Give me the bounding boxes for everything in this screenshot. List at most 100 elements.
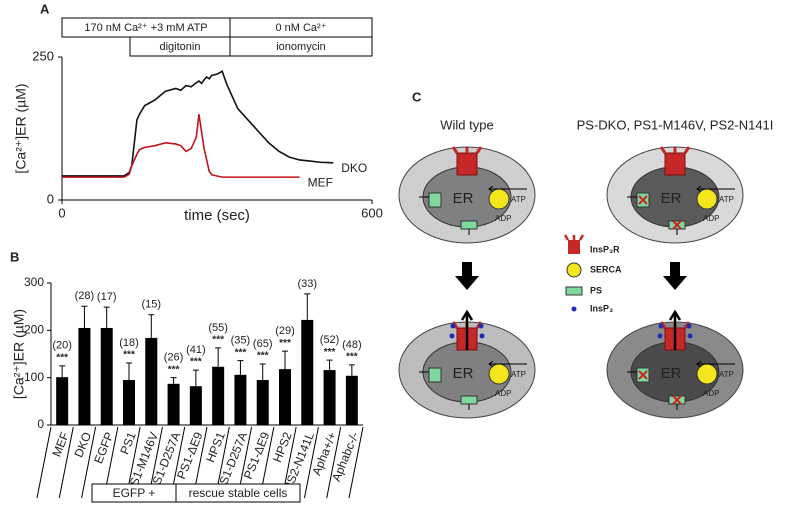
legend-ps xyxy=(565,286,583,296)
n-label: (55) xyxy=(208,322,228,334)
legend-serca xyxy=(566,262,582,278)
mutation-mark xyxy=(638,370,648,380)
y-tick-label: 0 xyxy=(47,191,54,206)
column-title: Wild type xyxy=(440,117,493,132)
n-label: (65) xyxy=(253,338,273,350)
series-label: DKO xyxy=(341,161,367,175)
leak-arrow xyxy=(627,371,678,410)
legend-label: InsP₃R xyxy=(590,244,620,254)
label-box-edge xyxy=(348,426,364,499)
legend-label: SERCA xyxy=(590,264,622,274)
leak-arrow xyxy=(419,371,470,410)
er-label: ER xyxy=(661,365,682,382)
bar xyxy=(256,380,269,425)
adp-label: ADP xyxy=(703,214,719,223)
leak-arrow xyxy=(419,196,470,235)
er-label: ER xyxy=(453,365,474,382)
series-line xyxy=(62,70,334,177)
insp3r xyxy=(664,152,686,176)
y-tick-label: 200 xyxy=(24,323,44,337)
bar xyxy=(323,370,336,425)
release-arrow xyxy=(460,309,474,350)
error-bar xyxy=(237,360,244,375)
significance-label: *** xyxy=(212,334,224,345)
insp3 xyxy=(449,333,455,339)
transition-arrow xyxy=(663,262,687,290)
atp-label: ATP xyxy=(511,195,526,204)
serca-arrow xyxy=(696,360,735,368)
insp3r xyxy=(456,152,478,176)
insp3 xyxy=(479,333,485,339)
x-tick-label: DKO xyxy=(71,430,94,459)
x-tick-label: 600 xyxy=(361,205,383,220)
insp3r-arms xyxy=(659,146,691,154)
bar xyxy=(212,366,225,425)
significance-label: *** xyxy=(257,351,269,362)
bar xyxy=(100,327,113,425)
error-bar xyxy=(192,369,199,387)
legend-insp3r xyxy=(568,240,580,254)
protocol-label: ionomycin xyxy=(276,41,326,53)
er-label: ER xyxy=(661,190,682,207)
significance-label: *** xyxy=(123,350,135,361)
group-box xyxy=(175,483,301,503)
series-line xyxy=(62,114,300,178)
label-box-edge xyxy=(81,426,97,499)
n-label: (48) xyxy=(342,339,362,351)
significance-label: *** xyxy=(279,338,291,349)
error-bar xyxy=(282,350,288,370)
ps xyxy=(428,367,442,383)
label-box-edge xyxy=(58,426,74,499)
adp-label: ADP xyxy=(495,389,511,398)
n-label: (20) xyxy=(52,340,72,352)
x-tick-label: MEF xyxy=(49,430,71,459)
n-label: (28) xyxy=(75,290,95,302)
mutation-mark xyxy=(638,195,648,205)
mutation-mark xyxy=(672,220,682,230)
significance-label: *** xyxy=(190,357,202,368)
legend-insp3r-arms xyxy=(563,234,585,241)
y-tick-label: 0 xyxy=(37,417,44,431)
group-label: rescue stable cells xyxy=(189,486,288,500)
label-box-edge xyxy=(326,426,342,499)
er-label: ER xyxy=(453,190,474,207)
leak-arrow xyxy=(627,196,678,235)
adp-label: ADP xyxy=(495,214,511,223)
error-bar xyxy=(304,293,311,320)
insp3 xyxy=(658,323,664,329)
bar xyxy=(345,375,358,425)
legend-label: InsP₃ xyxy=(590,303,613,313)
insp3r-arms xyxy=(451,146,483,154)
serca-arrow xyxy=(696,185,735,193)
release-arrow xyxy=(668,309,682,350)
x-tick-label: 0 xyxy=(58,205,65,220)
insp3 xyxy=(478,323,484,329)
label-box-edge xyxy=(36,426,52,499)
significance-label: *** xyxy=(235,347,247,358)
y-tick-label: 300 xyxy=(24,275,44,289)
n-label: (33) xyxy=(298,278,318,290)
n-label: (15) xyxy=(142,299,162,311)
bar xyxy=(279,369,291,425)
bar xyxy=(234,374,247,425)
ps xyxy=(460,395,478,405)
error-bar xyxy=(103,306,110,328)
error-bar xyxy=(348,364,355,376)
insp3 xyxy=(657,333,663,339)
bar xyxy=(145,337,158,425)
y-tick-label: 100 xyxy=(24,370,44,384)
significance-label: *** xyxy=(346,352,358,363)
error-bar xyxy=(148,314,155,338)
ps xyxy=(428,192,442,208)
error-bar xyxy=(170,377,177,384)
insp3 xyxy=(687,333,693,339)
n-label: (52) xyxy=(320,334,340,346)
significance-label: *** xyxy=(168,364,180,375)
insp3 xyxy=(686,323,692,329)
error-bar xyxy=(81,305,88,328)
serca xyxy=(696,363,718,385)
atp-label: ATP xyxy=(719,370,734,379)
n-label: (35) xyxy=(231,335,251,347)
protocol-label: digitonin xyxy=(160,41,201,53)
